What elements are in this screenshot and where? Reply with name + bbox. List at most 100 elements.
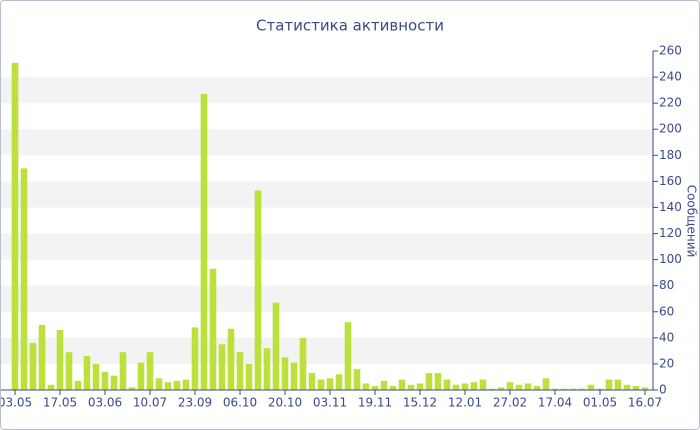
y-tick-label: 220 xyxy=(659,96,682,110)
bar xyxy=(362,383,370,390)
grid-band xyxy=(1,181,653,208)
bar xyxy=(515,384,523,390)
bar xyxy=(56,330,64,390)
bar xyxy=(434,373,442,390)
bar xyxy=(200,94,208,391)
bar xyxy=(407,384,415,390)
bar xyxy=(308,373,316,390)
bar xyxy=(227,328,235,390)
y-tick-label: 260 xyxy=(659,44,682,58)
bar xyxy=(641,387,649,390)
bar xyxy=(101,371,109,390)
bar xyxy=(542,378,550,390)
y-tick-label: 120 xyxy=(659,226,682,240)
bar xyxy=(110,375,118,390)
bar xyxy=(20,168,28,390)
bar xyxy=(11,62,19,390)
bar xyxy=(146,352,154,390)
bar xyxy=(569,388,577,390)
bar xyxy=(416,383,424,390)
bar xyxy=(245,363,253,390)
bar xyxy=(254,190,262,390)
y-tick-label: 0 xyxy=(659,383,667,397)
bar xyxy=(290,362,298,390)
bar xyxy=(281,357,289,390)
x-tick-label: 19.11 xyxy=(358,396,392,410)
x-tick-label: 06.10 xyxy=(223,396,257,410)
bar xyxy=(614,379,622,390)
bar xyxy=(299,337,307,390)
x-tick-label: 15.12 xyxy=(403,396,437,410)
bar xyxy=(317,379,325,390)
grid-band xyxy=(1,285,653,312)
bar xyxy=(155,378,163,390)
y-tick-label: 80 xyxy=(659,278,674,292)
x-tick-label: 12.01 xyxy=(448,396,482,410)
bar xyxy=(596,388,604,390)
bar xyxy=(497,387,505,390)
y-tick-label: 240 xyxy=(659,70,682,84)
bar xyxy=(551,388,559,390)
x-tick-label: 03.06 xyxy=(88,396,122,410)
bar xyxy=(74,380,82,390)
y-tick-label: 140 xyxy=(659,200,682,214)
bar xyxy=(218,344,226,390)
bar xyxy=(506,382,514,390)
grid-band xyxy=(1,129,653,156)
bar xyxy=(344,322,352,390)
x-tick-label: 03.05 xyxy=(1,396,32,410)
x-tick-label: 10.07 xyxy=(133,396,167,410)
bar xyxy=(452,384,460,390)
bar xyxy=(47,384,55,390)
x-tick-label: 16.07 xyxy=(628,396,662,410)
bar xyxy=(605,379,613,390)
x-tick-label: 17.04 xyxy=(538,396,572,410)
grid-band xyxy=(1,77,653,104)
y-tick-label: 40 xyxy=(659,330,674,344)
bar xyxy=(191,327,199,390)
bar xyxy=(578,388,586,390)
bar xyxy=(389,386,397,390)
grid-band xyxy=(1,233,653,260)
bar xyxy=(335,374,343,390)
bar xyxy=(209,268,217,390)
y-tick-label: 160 xyxy=(659,174,682,188)
bar xyxy=(425,373,433,390)
bar xyxy=(38,324,46,390)
grid-band xyxy=(1,337,653,364)
bar xyxy=(173,380,181,390)
bar xyxy=(83,356,91,390)
y-tick-label: 20 xyxy=(659,356,674,370)
bar xyxy=(236,352,244,390)
bar xyxy=(461,383,469,390)
bar xyxy=(398,379,406,390)
y-axis-label: Сообщений xyxy=(685,185,699,258)
y-tick-label: 60 xyxy=(659,304,674,318)
chart-title: Статистика активности xyxy=(256,17,444,35)
bar xyxy=(182,379,190,390)
x-tick-label: 20.10 xyxy=(268,396,302,410)
bar xyxy=(380,380,388,390)
bar xyxy=(164,382,172,390)
bar xyxy=(632,386,640,390)
bar xyxy=(128,387,136,390)
bar xyxy=(524,383,532,390)
bar xyxy=(353,369,361,390)
x-tick-label: 27.02 xyxy=(493,396,527,410)
x-tick-label: 03.11 xyxy=(313,396,347,410)
x-tick-label: 01.05 xyxy=(583,396,617,410)
bar xyxy=(470,382,478,390)
bar xyxy=(623,384,631,390)
x-tick-label: 23.09 xyxy=(178,396,212,410)
bar xyxy=(371,386,379,390)
bar xyxy=(533,386,541,390)
bar xyxy=(65,352,73,390)
x-tick-label: 17.05 xyxy=(43,396,77,410)
bar xyxy=(587,384,595,390)
bar xyxy=(263,348,271,390)
bar xyxy=(92,363,100,390)
y-tick-label: 180 xyxy=(659,148,682,162)
bar xyxy=(443,379,451,390)
